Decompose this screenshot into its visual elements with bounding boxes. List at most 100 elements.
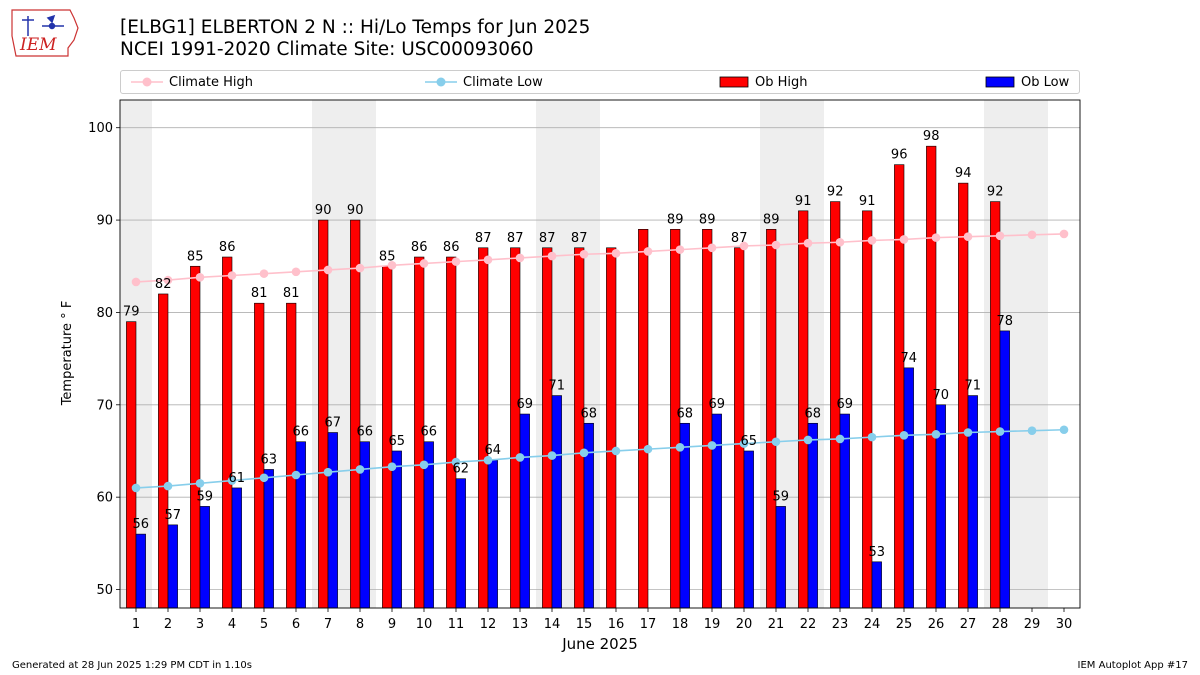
ob-high-bar-label: 90: [347, 203, 364, 218]
x-tick-label: 29: [1024, 617, 1041, 632]
ob-high-bar-label: 87: [539, 231, 556, 246]
x-tick-label: 21: [768, 617, 785, 632]
x-tick-label: 6: [292, 617, 300, 632]
gridlines: [120, 127, 1080, 590]
ob-low-bar-swatch-icon: [985, 76, 1015, 88]
ob-low-bar: [743, 450, 754, 609]
climate-high-line-marker-icon: [131, 77, 163, 87]
climate-high-point: [131, 277, 141, 287]
ob-high-bar: [318, 219, 329, 609]
climate-low-point: [227, 476, 237, 485]
ob-low-bar-label: 66: [357, 425, 374, 440]
climate-low-point: [931, 430, 941, 439]
ob-low-bar: [775, 506, 786, 609]
x-tick-label: 4: [228, 617, 236, 632]
ob-low-bar: [999, 330, 1010, 609]
climate-high-point: [579, 249, 589, 259]
climate-low-point: [355, 465, 365, 474]
ob-low-bar-label: 53: [869, 545, 886, 560]
climate-high-point: [355, 263, 365, 273]
ob-high-bar: [510, 247, 521, 609]
ob-high-bar: [446, 256, 457, 609]
climate-low-point: [163, 481, 173, 491]
x-tick-label: 7: [324, 617, 332, 632]
ob-low-bar: [551, 395, 562, 609]
climate-high-point: [483, 255, 493, 265]
climate-high-point: [259, 269, 269, 278]
weather-station-icon: [22, 14, 64, 36]
climate-low-line-marker-icon: [425, 77, 457, 87]
x-tick-label: 25: [896, 617, 913, 632]
climate-high-point: [995, 231, 1005, 241]
ob-high-bar-label: 94: [955, 166, 972, 181]
x-tick-label: 14: [544, 617, 561, 632]
ob-low-bar-label: 69: [517, 397, 534, 412]
plot-frame: [119, 99, 1081, 609]
ob-high-bar-label: 82: [155, 277, 172, 292]
climate-low-point: [387, 462, 397, 471]
ob-low-bar-label: 69: [837, 397, 854, 412]
x-tick-label: 5: [260, 617, 268, 632]
x-tick-label: 28: [992, 617, 1009, 632]
ob-low-bar-label: 59: [773, 489, 790, 504]
climate-low-point: [259, 473, 269, 483]
ob-low-bar: [871, 561, 882, 609]
ob-low-bar: [519, 413, 530, 609]
climate-low-point: [195, 479, 205, 488]
logo-text: IEM: [19, 35, 57, 55]
ob-low-bar: [903, 367, 914, 609]
x-tick-label: 19: [704, 617, 721, 632]
climate-low-point: [899, 430, 909, 440]
ob-high-bar: [222, 256, 233, 609]
climate-high-point: [643, 247, 653, 256]
ob-low-bar-label: 68: [581, 406, 598, 421]
climate-low-point: [675, 442, 685, 452]
ob-low-bar-label: 69: [709, 397, 726, 412]
legend-label: Climate High: [169, 74, 254, 90]
climate-low-point: [483, 455, 493, 465]
ob-high-bar: [638, 229, 649, 609]
ob-high-bar-label: 89: [667, 212, 684, 227]
climate-high-point: [163, 275, 173, 285]
ob-high-bar-label: 87: [571, 231, 588, 246]
ob-high-bar: [286, 302, 297, 609]
climate-high-point: [515, 253, 525, 263]
ob-high-bar: [126, 321, 137, 609]
ob-high-bar: [478, 247, 489, 609]
climate-low-point: [1059, 425, 1069, 435]
x-tick-label: 27: [960, 617, 977, 632]
climate-high-point: [931, 233, 941, 242]
climate-high-point: [707, 243, 717, 253]
y-tick-label: 90: [96, 214, 113, 229]
ob-low-bar: [167, 524, 178, 609]
ob-low-bar: [231, 487, 242, 609]
legend-item-ob-low: Ob Low: [985, 71, 1069, 93]
ob-high-bar-label: 81: [283, 286, 300, 301]
climate-high-point: [323, 265, 333, 275]
ob-low-bar: [135, 533, 146, 609]
ob-low-bar-label: 67: [325, 416, 342, 431]
ob-high-bar-label: 87: [507, 231, 524, 246]
climate-low-point: [867, 432, 877, 442]
ob-high-bar: [574, 247, 585, 609]
climate-low-point: [995, 427, 1005, 436]
ob-low-bar: [455, 478, 466, 609]
climate-low-point: [579, 448, 589, 458]
climate-low-point: [963, 428, 973, 437]
climate-high-point: [835, 237, 845, 247]
ob-low-bar-label: 70: [933, 388, 950, 403]
climate-high-line: [135, 233, 1065, 283]
climate-low-point: [739, 439, 749, 448]
y-tick-label: 80: [96, 306, 113, 321]
climate-low-point: [835, 434, 845, 444]
ob-high-bar-label: 89: [763, 212, 780, 227]
ob-high-bar: [734, 247, 745, 609]
ob-high-bar: [190, 265, 201, 609]
climate-low-point: [643, 444, 653, 454]
ob-high-bar-label: 89: [699, 212, 716, 227]
legend-item-climate-low: Climate Low: [425, 71, 543, 93]
x-tick-label: 24: [864, 617, 881, 632]
ob-high-bar: [606, 247, 617, 609]
x-axis-label: June 2025: [561, 635, 638, 653]
